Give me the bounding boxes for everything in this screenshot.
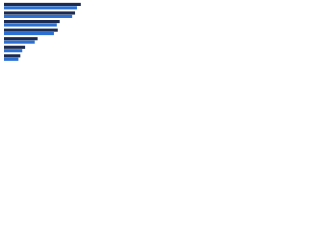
bar [4,11,76,15]
bar [4,32,54,36]
bar [4,14,73,18]
chart [4,2,81,61]
bar [4,6,77,10]
bar [4,37,38,41]
bar [4,45,26,49]
bar [4,2,81,6]
bar [4,40,35,44]
bar [4,54,21,58]
bar [4,20,60,24]
bar [4,23,57,27]
bar [4,49,23,53]
bar [4,28,58,32]
page: (() => { const data = JSON.parse(documen… [0,0,320,71]
bar [4,57,19,61]
